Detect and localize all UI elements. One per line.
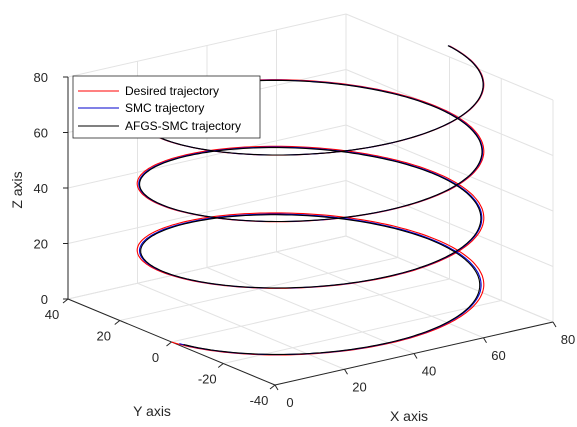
legend-label-desired: Desired trajectory xyxy=(125,84,219,98)
z-tick-label: 80 xyxy=(34,70,48,85)
back-wall-grid-line xyxy=(67,180,347,244)
x-axis-label: X axis xyxy=(390,408,428,424)
x-tick-mark xyxy=(274,384,279,391)
y-tick-mark xyxy=(166,341,172,347)
z-tick-label: 60 xyxy=(34,126,48,141)
back-wall-grid-line xyxy=(67,13,347,78)
y-tick-mark xyxy=(62,298,69,304)
legend-box xyxy=(72,75,261,139)
side-wall-grid-line xyxy=(345,13,554,101)
x-tick-mark xyxy=(483,337,487,344)
x-tick-label: 80 xyxy=(561,332,575,347)
y-tick-mark xyxy=(217,363,224,368)
y-tick-label: -20 xyxy=(198,372,217,387)
back-wall-grid-line xyxy=(67,235,347,300)
side-wall-grid-line xyxy=(345,180,554,267)
z-tick-label: 20 xyxy=(34,237,48,252)
back-wall-grid-line xyxy=(67,124,347,189)
z-tick-label: 0 xyxy=(41,292,48,307)
z-tick-label: 40 xyxy=(34,181,48,196)
side-wall-grid-line xyxy=(345,124,554,212)
legend: Desired trajectory SMC trajectory AFGS-S… xyxy=(72,75,261,139)
x-tick-label: 40 xyxy=(422,364,436,379)
y-tick-label: 0 xyxy=(152,350,159,365)
x-tick-label: 60 xyxy=(491,348,505,363)
floor-grid-line xyxy=(171,278,450,343)
x-tick-mark xyxy=(552,321,557,328)
floor-grid-line xyxy=(223,300,502,364)
y-tick-mark xyxy=(114,320,121,325)
x-tick-label: 20 xyxy=(352,379,366,394)
z-axis-label: Z axis xyxy=(9,171,25,208)
y-tick-label: 40 xyxy=(45,307,59,322)
side-wall-grid-line xyxy=(345,235,554,323)
y-tick-label: 20 xyxy=(97,329,111,344)
floor-grid-line xyxy=(119,257,398,321)
y-axis-label: Y axis xyxy=(133,403,171,419)
legend-label-smc: SMC trajectory xyxy=(125,101,204,115)
y-tick-mark xyxy=(269,384,276,390)
legend-label-afgs-smc: AFGS-SMC trajectory xyxy=(125,119,241,133)
x-tick-mark xyxy=(413,353,418,359)
x-tick-label: 0 xyxy=(286,395,293,410)
y-tick-label: -40 xyxy=(250,393,269,408)
x-tick-mark xyxy=(344,368,348,375)
